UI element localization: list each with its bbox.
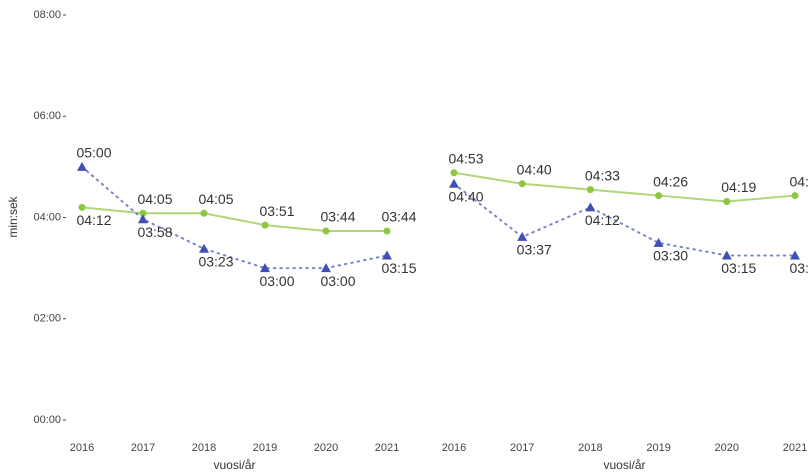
point xyxy=(790,250,800,260)
y-axis-label: min:sek xyxy=(6,195,20,237)
data-label: 05:00 xyxy=(76,145,111,161)
x-tick-label: 2017 xyxy=(131,442,155,454)
point xyxy=(382,250,392,260)
data-label: 03:15 xyxy=(789,260,809,276)
x-tick-label: 2020 xyxy=(314,442,338,454)
data-label: 04:12 xyxy=(76,212,111,228)
point xyxy=(78,203,86,211)
point xyxy=(791,192,799,200)
data-label: 03:00 xyxy=(259,273,294,289)
data-label: 03:51 xyxy=(259,203,294,219)
x-tick-label: 2016 xyxy=(70,442,94,454)
data-label: 03:15 xyxy=(721,260,756,276)
x-tick-label: 2018 xyxy=(578,442,602,454)
y-tick-label: 02:00 xyxy=(33,313,61,325)
point xyxy=(139,209,147,217)
x-tick-label: 2020 xyxy=(715,442,739,454)
y-tick-label: 06:00 xyxy=(33,110,61,122)
data-label: 03:00 xyxy=(320,273,355,289)
point xyxy=(517,231,528,241)
data-label: 03:23 xyxy=(198,253,233,269)
x-tick-label: 2021 xyxy=(783,442,807,454)
point xyxy=(449,178,459,188)
point xyxy=(260,263,270,273)
point xyxy=(653,237,664,247)
series-line xyxy=(453,182,796,257)
series-line xyxy=(453,171,796,203)
x-axis-label: vuosi/år xyxy=(603,458,645,472)
point xyxy=(77,161,87,171)
data-label: 04:05 xyxy=(137,191,172,207)
data-label: 03:15 xyxy=(381,260,416,276)
data-label: 04:33 xyxy=(585,167,620,183)
data-label: 03:44 xyxy=(320,209,355,225)
data-label: 04:40 xyxy=(448,188,483,204)
data-label: 03:37 xyxy=(517,242,552,258)
data-label: 04:26 xyxy=(789,173,809,189)
point xyxy=(585,202,596,212)
x-tick-label: 2016 xyxy=(442,442,466,454)
data-label: 04:19 xyxy=(721,179,756,195)
data-label: 03:30 xyxy=(653,248,688,264)
point xyxy=(383,227,391,235)
point xyxy=(586,186,594,194)
y-tick-label: 04:00 xyxy=(33,211,61,223)
x-tick-label: 2021 xyxy=(375,442,399,454)
data-label: 04:26 xyxy=(653,173,688,189)
point xyxy=(322,227,330,235)
point xyxy=(723,197,731,205)
point xyxy=(321,263,331,273)
x-tick-label: 2018 xyxy=(192,442,216,454)
point xyxy=(655,192,663,200)
data-label: 04:40 xyxy=(517,161,552,177)
point xyxy=(199,243,209,253)
series-line xyxy=(81,206,388,232)
data-label: 04:53 xyxy=(448,150,483,166)
point xyxy=(200,209,208,217)
point xyxy=(450,169,458,177)
data-label: 03:58 xyxy=(137,224,172,240)
data-label: 03:44 xyxy=(381,209,416,225)
x-tick-label: 2019 xyxy=(646,442,670,454)
x-tick-label: 2017 xyxy=(510,442,534,454)
y-tick-label: 00:00 xyxy=(33,414,61,426)
point xyxy=(138,214,148,224)
point xyxy=(261,221,269,229)
point xyxy=(518,180,526,188)
x-tick-label: 2019 xyxy=(253,442,277,454)
data-label: 04:05 xyxy=(198,191,233,207)
point xyxy=(721,250,732,260)
x-axis-label: vuosi/år xyxy=(213,458,255,472)
data-label: 04:12 xyxy=(585,212,620,228)
series-line xyxy=(81,165,388,270)
y-tick-label: 08:00 xyxy=(33,9,61,21)
